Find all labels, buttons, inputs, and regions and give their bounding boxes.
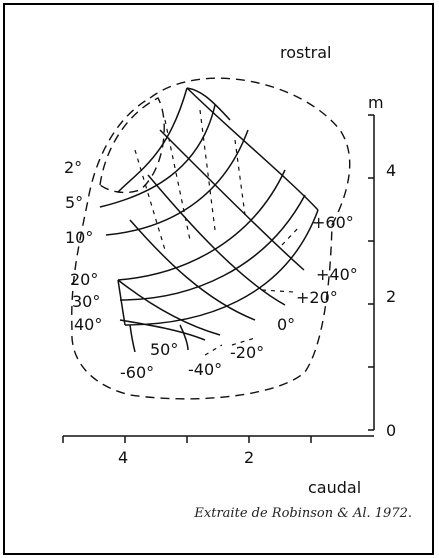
vtick-0: 0: [386, 421, 396, 440]
ecc-label-20: 20°: [70, 270, 98, 289]
ecc-label-5: 5°: [65, 193, 83, 212]
dir-label-0: 0°: [277, 315, 295, 334]
outer-boundary: [71, 77, 351, 400]
ecc-label-30: 30°: [72, 292, 100, 311]
horizontal-scale-axis: [62, 435, 374, 443]
ecc-label-50: 50°: [150, 340, 178, 359]
dashed-guides: [134, 109, 301, 356]
ecc-label-10: 10°: [65, 228, 93, 247]
ecc-label-40: 40°: [74, 315, 102, 334]
eccentricity-lines: [99, 87, 319, 353]
ecc-label-2: 2°: [64, 158, 82, 177]
m-unit-label: m: [368, 93, 384, 112]
vtick-4: 4: [386, 161, 396, 180]
vertical-scale-axis: [368, 114, 375, 431]
dir-label-m40: -40°: [188, 360, 222, 379]
dir-label-p60: +60°: [312, 213, 354, 232]
rostral-cap: [99, 97, 165, 194]
dir-label-m20: -20°: [230, 343, 264, 362]
dir-label-m60: -60°: [120, 363, 154, 382]
dir-label-p40: +40°: [316, 265, 358, 284]
vtick-2: 2: [386, 287, 396, 306]
htick-4: 4: [118, 448, 128, 467]
htick-2: 2: [244, 448, 254, 467]
source-caption: Extraite de Robinson & Al. 1972.: [194, 506, 412, 521]
rostral-label: rostral: [280, 43, 331, 62]
figure-frame: [3, 3, 434, 555]
meridian-lines: [117, 87, 319, 341]
dir-label-p20: +20°: [296, 288, 338, 307]
caudal-label: caudal: [308, 478, 361, 497]
